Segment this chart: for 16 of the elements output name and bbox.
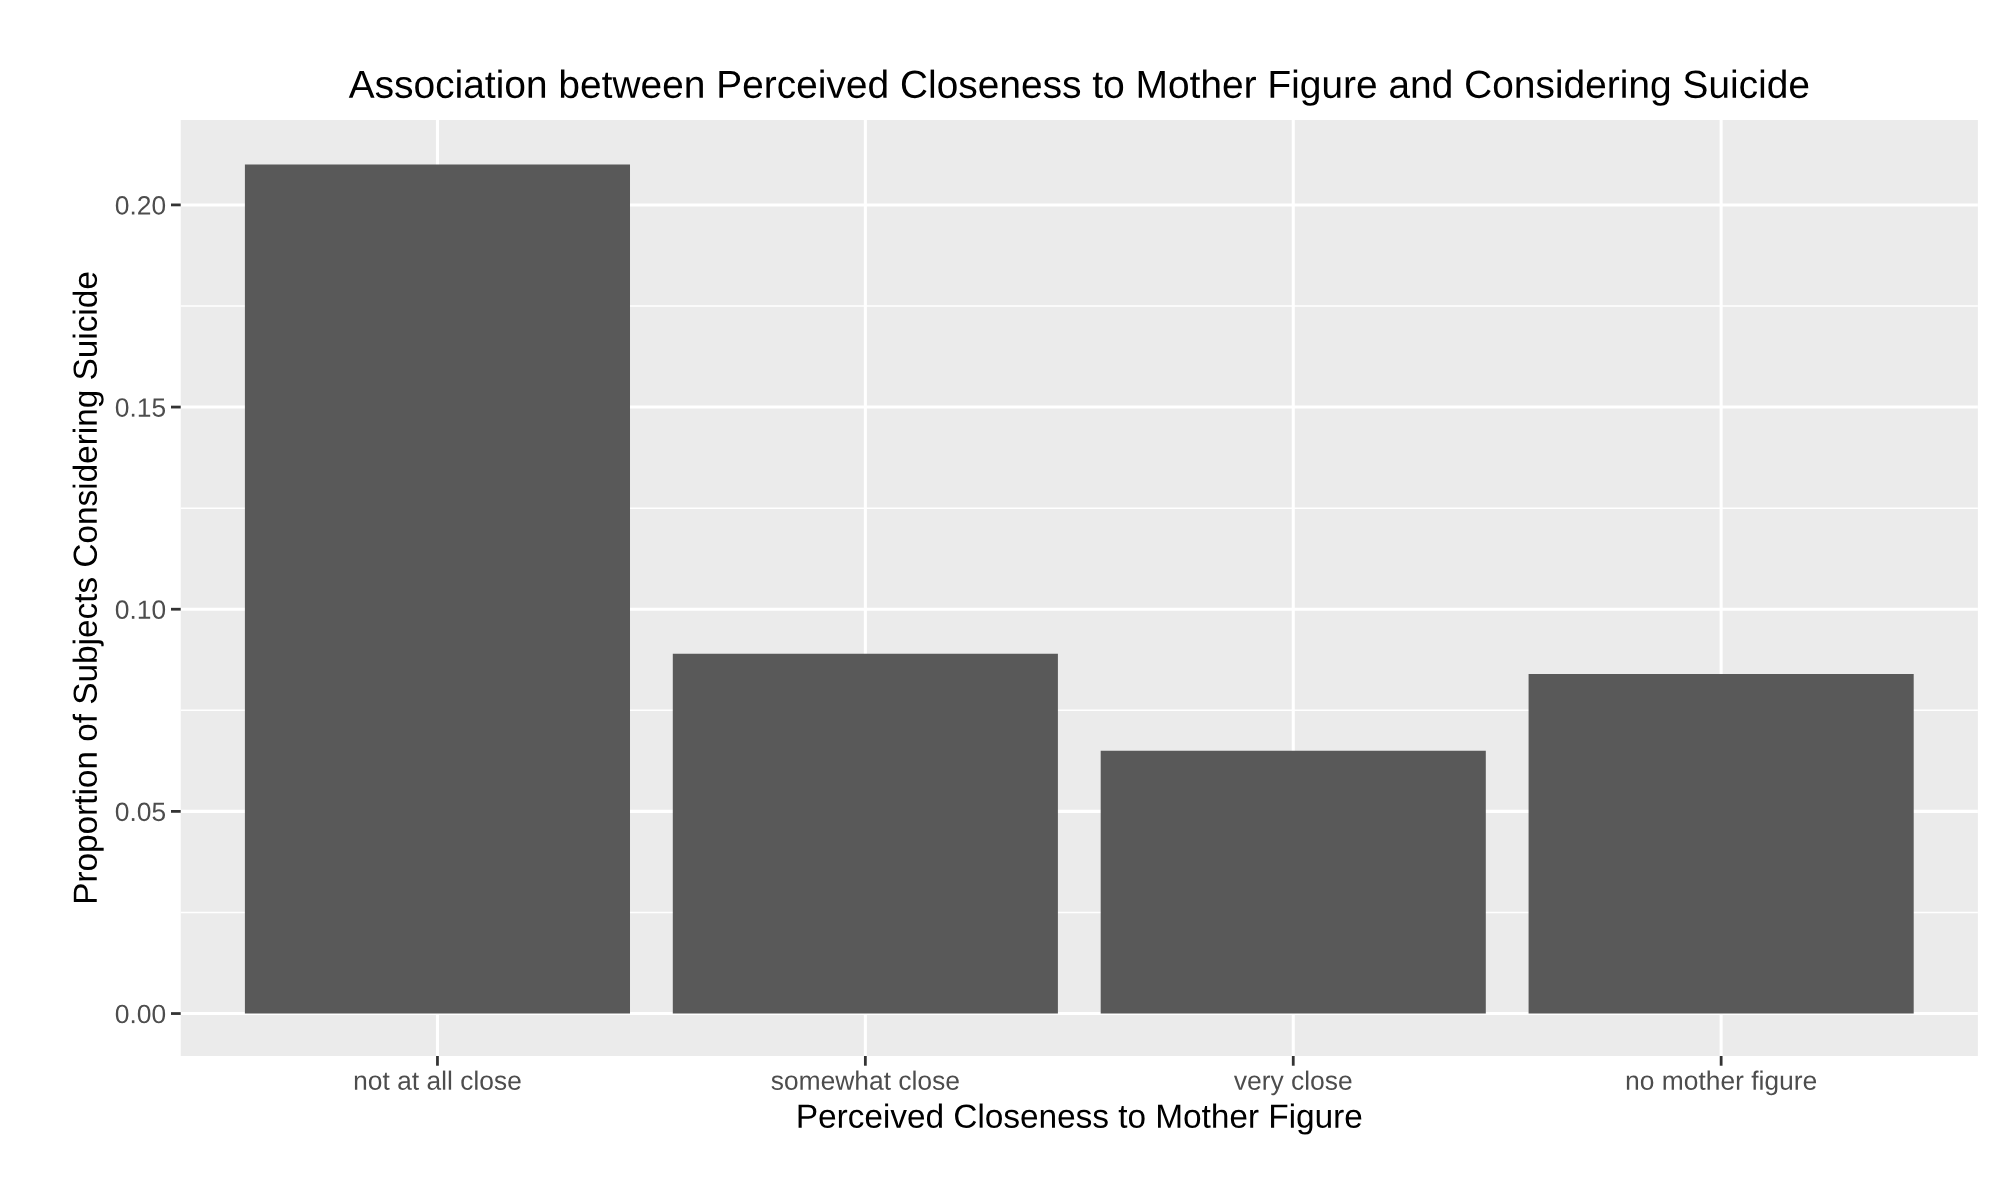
y-tick-label: 0.05 [115,802,166,822]
x-tick-label: somewhat close [771,1070,959,1090]
bar [1100,750,1486,1014]
chart-title: Association between Perceived Closeness to Mother Figure and Considering Suicide [348,69,1809,106]
bar [244,164,631,1014]
y-axis-title: Proportion of Subjects Considering Suicide [72,272,104,903]
x-tick-label: no mother figure [1626,1070,1817,1096]
bar [1528,673,1914,1014]
y-tick-label: 0.10 [115,600,166,620]
y-tick-label: 0.15 [115,398,166,417]
bar [672,653,1058,1014]
y-tick-label: 0.20 [115,196,166,215]
x-tick-label: very close [1233,1070,1352,1096]
x-axis-title: Perceived Closeness to Mother Figure [798,1103,1362,1135]
y-tick-label: 0.00 [115,1004,166,1024]
x-tick-label: not at all close [354,1070,521,1090]
